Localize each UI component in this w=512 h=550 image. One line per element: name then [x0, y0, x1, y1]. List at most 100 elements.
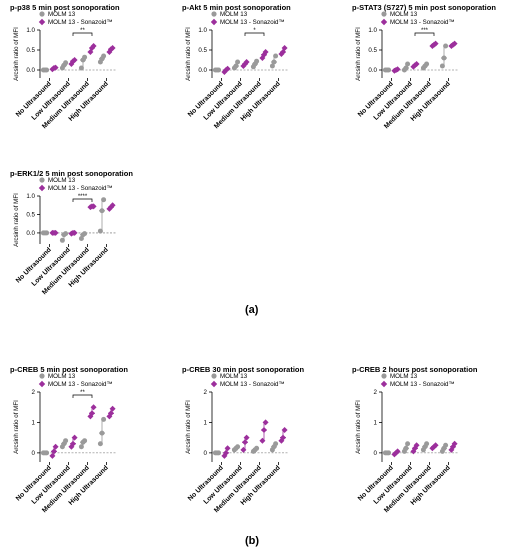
y-tick-label: 0.0: [26, 67, 35, 74]
legend-label: MOLM 13 - Sonazoid™: [48, 185, 113, 192]
data-point-control: [82, 54, 88, 60]
y-axis-title: Arcsinh ratio of MFI: [13, 193, 20, 247]
y-tick-label: 1.0: [26, 193, 35, 200]
legend-marker-treated: [38, 18, 46, 26]
legend-marker-treated: [38, 380, 46, 388]
data-point-control: [386, 450, 392, 456]
chart-title: p-p38 5 min post sonoporation: [10, 3, 120, 12]
significance-bracket: [414, 32, 435, 36]
data-point-control: [99, 208, 105, 214]
y-tick-label: 0.5: [198, 47, 207, 54]
data-point-treated: [224, 445, 231, 452]
y-tick-label: 0.0: [198, 67, 207, 74]
significance-label: ****: [78, 194, 88, 200]
data-point-control: [403, 445, 409, 451]
chart-title: p-CREB 5 min post sonoporation: [10, 365, 128, 374]
data-point-control: [97, 228, 103, 234]
data-point-control: [101, 53, 107, 59]
data-point-control: [405, 441, 411, 447]
data-point-treated: [394, 66, 401, 73]
data-point-treated: [90, 203, 97, 210]
data-point-treated: [259, 437, 266, 444]
data-point-treated: [262, 49, 269, 55]
data-point-treated: [49, 452, 56, 459]
y-tick-label: 2: [374, 389, 378, 396]
data-point-control: [443, 442, 449, 448]
y-axis-title: Arcsinh ratio of MFI: [13, 27, 20, 81]
y-axis-title: Arcsinh ratio of MFI: [185, 27, 192, 81]
legend-marker-control: [39, 177, 45, 183]
legend-marker-control: [381, 11, 387, 17]
data-point-control: [273, 53, 279, 59]
significance-bracket: [72, 32, 93, 36]
data-point-treated: [71, 434, 78, 441]
y-tick-label: 1: [374, 420, 378, 427]
y-tick-label: 0.5: [368, 47, 377, 54]
panel-label-a: (a): [245, 304, 259, 316]
legend-label: MOLM 13: [220, 373, 248, 380]
y-axis-title: Arcsinh ratio of MFI: [355, 400, 362, 454]
data-point-treated: [432, 40, 439, 47]
data-point-control: [405, 61, 411, 67]
data-point-treated: [451, 40, 458, 47]
chart-title: p-CREB 30 min post sonoporation: [182, 365, 305, 374]
data-point-treated: [89, 410, 95, 417]
data-point-treated: [71, 57, 78, 63]
data-point-control: [235, 59, 241, 65]
data-point-control: [403, 65, 409, 71]
significance-bracket: [72, 394, 93, 398]
data-point-treated: [52, 64, 59, 71]
legend-label: MOLM 13 - Sonazoid™: [48, 19, 113, 26]
data-point-treated: [90, 404, 97, 411]
data-point-control: [44, 67, 50, 73]
data-point-control: [78, 444, 84, 450]
data-point-treated: [451, 440, 458, 447]
data-point-control: [216, 67, 222, 73]
significance-label: **: [80, 28, 85, 34]
data-point-control: [386, 67, 392, 73]
data-point-control: [216, 450, 222, 456]
y-axis-title: Arcsinh ratio of MFI: [355, 27, 362, 81]
legend-label: MOLM 13: [220, 11, 248, 18]
data-point-treated: [413, 442, 420, 449]
significance-label: ***: [421, 28, 429, 34]
chart-title: p-ERK1/2 5 min post sonoporation: [10, 169, 133, 178]
y-tick-label: 0.0: [368, 67, 377, 74]
data-point-control: [271, 59, 277, 65]
y-axis-title: Arcsinh ratio of MFI: [13, 400, 20, 454]
legend-label: MOLM 13 - Sonazoid™: [48, 381, 113, 388]
legend-label: MOLM 13 - Sonazoid™: [390, 19, 455, 26]
data-point-treated: [280, 434, 286, 441]
legend-marker-treated: [380, 18, 388, 26]
data-point-control: [63, 231, 69, 237]
data-point-control: [424, 441, 430, 447]
data-point-control: [439, 63, 445, 69]
legend-marker-treated: [210, 380, 218, 388]
data-point-treated: [413, 61, 420, 67]
y-tick-label: 1: [204, 420, 208, 427]
legend-label: MOLM 13: [48, 11, 76, 18]
data-point-treated: [109, 405, 116, 412]
data-point-control: [424, 61, 430, 67]
data-point-treated: [243, 59, 250, 65]
significance-bracket: [244, 32, 265, 36]
data-point-control: [269, 63, 275, 69]
chart-title: p-STAT3 (S727) 5 min post sonoporation: [352, 3, 496, 12]
y-tick-label: 0: [204, 450, 208, 457]
data-point-treated: [224, 65, 231, 72]
significance-label: *: [253, 28, 256, 34]
data-point-control: [97, 441, 103, 447]
y-tick-label: 1: [32, 420, 36, 427]
legend-marker-control: [211, 11, 217, 17]
legend-label: MOLM 13: [48, 373, 76, 380]
data-point-treated: [71, 229, 78, 236]
data-point-control: [235, 444, 241, 450]
legend-marker-control: [39, 373, 45, 379]
data-point-control: [82, 231, 88, 237]
data-point-control: [101, 416, 107, 422]
data-point-treated: [281, 427, 288, 434]
data-point-control: [63, 60, 69, 66]
y-tick-label: 2: [204, 389, 208, 396]
